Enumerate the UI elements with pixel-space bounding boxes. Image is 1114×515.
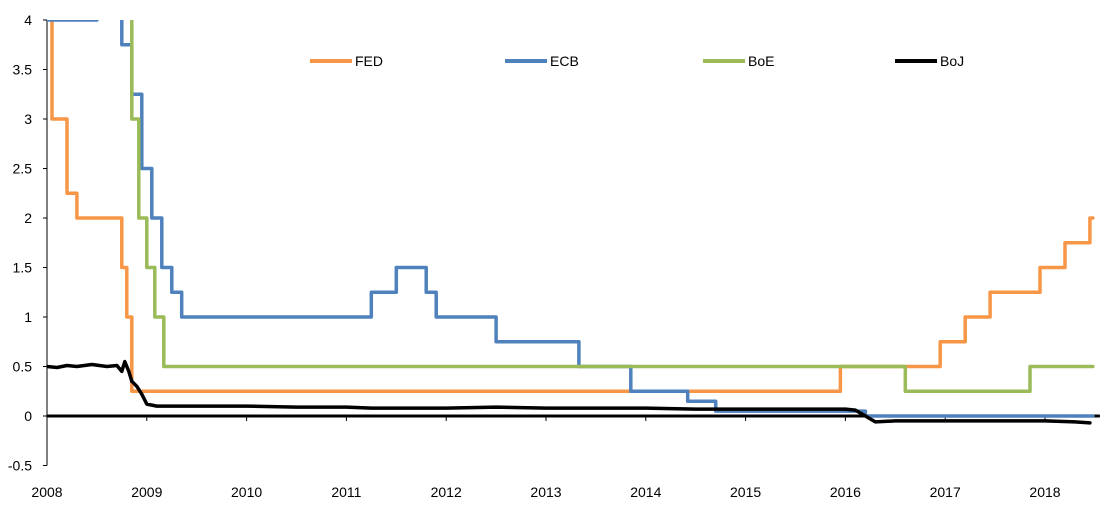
y-tick-label: 0: [24, 408, 32, 424]
x-tick-label: 2012: [431, 484, 462, 500]
x-tick-label: 2017: [930, 484, 961, 500]
x-tick-label: 2011: [331, 484, 361, 500]
x-tick-label: 2016: [830, 484, 861, 500]
y-tick-label: 2.5: [13, 161, 33, 177]
legend: FED ECB BoE BoJ: [310, 53, 964, 69]
y-tick-label: 0.5: [13, 359, 33, 375]
y-tick-label: 3: [24, 111, 32, 127]
x-tick-label: 2008: [31, 484, 62, 500]
x-tick-label: 2010: [231, 484, 262, 500]
series-line-boj: [47, 359, 1092, 425]
legend-label-boj: BoJ: [940, 53, 964, 69]
y-tick-label: -0.5: [8, 458, 32, 474]
x-tick-label: 2015: [730, 484, 761, 500]
x-tick-label: 2014: [630, 484, 661, 500]
legend-label-ecb: ECB: [550, 53, 579, 69]
series-layer: [47, 20, 1095, 425]
y-tick-label: 4: [24, 12, 32, 28]
y-tick-label: 2: [24, 210, 32, 226]
series-line-boe: [130, 20, 1095, 394]
legend-label-boe: BoE: [748, 53, 774, 69]
axes: -0.5 0 0.5 1 1.5 2 2.5 3 3.5 4 2008 2009 2010 2011 201…: [8, 12, 1100, 500]
y-tick-label: 1.5: [13, 260, 33, 276]
series-line-fed: [50, 20, 1095, 394]
x-tick-label: 2018: [1029, 484, 1060, 500]
y-tick-label: 3.5: [13, 62, 33, 78]
legend-label-fed: FED: [355, 53, 383, 69]
x-tick-label: 2009: [131, 484, 162, 500]
y-tick-label: 1: [24, 309, 32, 325]
x-tick-label: 2013: [530, 484, 561, 500]
